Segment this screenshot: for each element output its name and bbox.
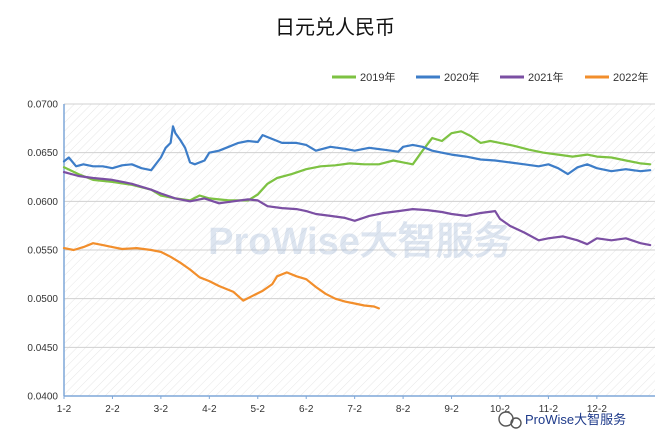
- series-lines: [62, 125, 652, 310]
- series-line-3: [62, 171, 652, 247]
- y-tick-label: 0.0550: [27, 246, 58, 257]
- x-tick-label: 7-2: [347, 404, 362, 415]
- y-tick-label: 0.0700: [27, 100, 58, 111]
- legend-entry: 2021年: [528, 70, 563, 84]
- y-tick-label: 0.0600: [27, 197, 58, 208]
- chart-title: 日元兑人民币: [275, 15, 395, 39]
- x-axis: 1-2 2-2 3-2 4-2 5-2 6-2 7-2 8-2 9-2 10-2 11-2 12-2: [57, 395, 655, 415]
- footer-brand-text: ProWise大智服务: [525, 412, 626, 427]
- x-tick-label: 6-2: [299, 404, 314, 415]
- legend-entry: 2020年: [444, 70, 479, 84]
- y-tick-label: 0.0450: [27, 343, 58, 354]
- x-tick-label: 4-2: [202, 404, 217, 415]
- y-tick-label: 0.0400: [27, 392, 58, 403]
- x-tick-label: 10-2: [490, 404, 510, 415]
- series-line-4: [62, 242, 380, 310]
- y-tick-label: 0.0650: [27, 148, 58, 159]
- legend-entry: 2019年: [360, 70, 395, 84]
- x-tick-label: 5-2: [251, 404, 266, 415]
- x-tick-label: 1-2: [57, 404, 72, 415]
- footer-brand: ProWise大智服务: [498, 411, 626, 429]
- y-axis: 0.0700 0.0650 0.0600 0.0550 0.0500 0.0450 0.04…: [27, 100, 65, 403]
- wechat-icon-secondary: [510, 417, 522, 429]
- x-tick-label: 9-2: [444, 404, 459, 415]
- series-line-2: [62, 125, 652, 176]
- x-tick-label: 3-2: [154, 404, 169, 415]
- x-tick-label: 12-2: [587, 404, 607, 415]
- y-tick-label: 0.0500: [27, 294, 58, 305]
- legend-entry: 2022年: [613, 70, 648, 84]
- x-tick-label: 8-2: [396, 404, 411, 415]
- x-tick-label: 2-2: [105, 404, 120, 415]
- watermark-text: ProWise大智服务: [208, 221, 512, 263]
- x-tick-label: 11-2: [539, 404, 559, 415]
- chart-legend: 2019年 2020年 2021年 2022年: [332, 70, 648, 84]
